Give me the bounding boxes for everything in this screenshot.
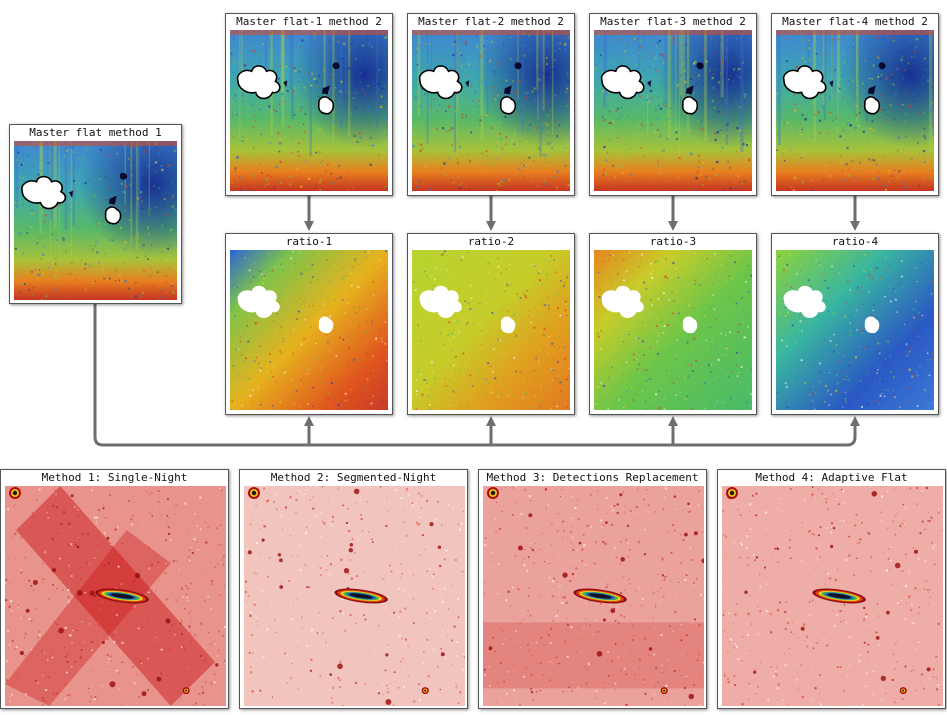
master-flat-4-method2-panel: Master flat-4 method 2: [771, 13, 939, 196]
flat-image: [412, 30, 570, 191]
flat-image: [776, 30, 934, 191]
panel-title: ratio-4: [831, 235, 879, 248]
result-method1-panel: Method 1: Single-Night: [0, 469, 229, 709]
ratio-image: [412, 250, 570, 410]
panel-title: Method 3: Detections Replacement: [486, 471, 699, 484]
bus-line: [93, 304, 857, 447]
ratio-3-panel: ratio-3: [589, 233, 757, 415]
flat-image: [230, 30, 388, 191]
master-flat-1-method2-panel: Master flat-1 method 2: [225, 13, 393, 196]
master-flat-3-method2-panel: Master flat-3 method 2: [589, 13, 757, 196]
panel-title: Master flat-4 method 2: [782, 15, 928, 28]
ratio-image: [776, 250, 934, 410]
panel-title: Master flat-3 method 2: [600, 15, 746, 28]
panel-title: Master flat-1 method 2: [236, 15, 382, 28]
panel-title: ratio-2: [467, 235, 515, 248]
galaxy-image: [244, 486, 465, 706]
result-method2-panel: Method 2: Segmented-Night: [239, 469, 468, 709]
galaxy-image: [722, 486, 943, 706]
galaxy-image: [483, 486, 704, 706]
panel-title: Method 2: Segmented-Night: [270, 471, 437, 484]
ratio-2-panel: ratio-2: [407, 233, 575, 415]
panel-title: Master flat-2 method 2: [418, 15, 564, 28]
panel-title: Method 4: Adaptive Flat: [755, 471, 908, 484]
panel-title: Master flat method 1: [29, 126, 162, 139]
result-method3-panel: Method 3: Detections Replacement: [478, 469, 707, 709]
ratio-4-panel: ratio-4: [771, 233, 939, 415]
ratio-image: [230, 250, 388, 410]
master-flat-2-method2-panel: Master flat-2 method 2: [407, 13, 575, 196]
result-method4-panel: Method 4: Adaptive Flat: [717, 469, 946, 709]
panel-title: Method 1: Single-Night: [41, 471, 188, 484]
panel-title: ratio-1: [285, 235, 333, 248]
flat-image: [594, 30, 752, 191]
flat-image: [14, 141, 177, 300]
master-flat-method1-panel: Master flat method 1: [9, 124, 182, 304]
ratio-image: [594, 250, 752, 410]
galaxy-image: [5, 486, 226, 706]
ratio-1-panel: ratio-1: [225, 233, 393, 415]
panel-title: ratio-3: [649, 235, 697, 248]
